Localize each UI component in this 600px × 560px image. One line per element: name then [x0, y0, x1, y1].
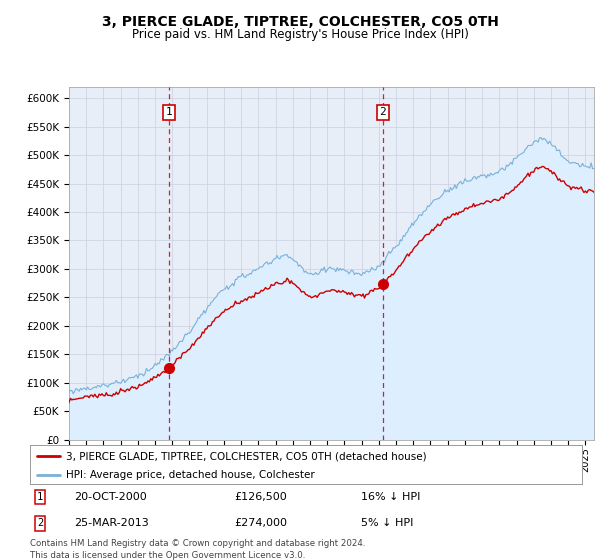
Text: £126,500: £126,500: [234, 492, 287, 502]
Text: Price paid vs. HM Land Registry's House Price Index (HPI): Price paid vs. HM Land Registry's House …: [131, 28, 469, 41]
Text: 3, PIERCE GLADE, TIPTREE, COLCHESTER, CO5 0TH: 3, PIERCE GLADE, TIPTREE, COLCHESTER, CO…: [101, 15, 499, 29]
Text: 25-MAR-2013: 25-MAR-2013: [74, 519, 149, 529]
Text: 3, PIERCE GLADE, TIPTREE, COLCHESTER, CO5 0TH (detached house): 3, PIERCE GLADE, TIPTREE, COLCHESTER, CO…: [66, 451, 427, 461]
Text: 2: 2: [379, 108, 386, 118]
Text: 20-OCT-2000: 20-OCT-2000: [74, 492, 147, 502]
Text: 16% ↓ HPI: 16% ↓ HPI: [361, 492, 421, 502]
Text: £274,000: £274,000: [234, 519, 287, 529]
Text: 2: 2: [37, 519, 43, 529]
Text: HPI: Average price, detached house, Colchester: HPI: Average price, detached house, Colc…: [66, 470, 314, 479]
Text: 1: 1: [166, 108, 172, 118]
Text: 1: 1: [37, 492, 43, 502]
Text: Contains HM Land Registry data © Crown copyright and database right 2024.
This d: Contains HM Land Registry data © Crown c…: [30, 539, 365, 559]
Text: 5% ↓ HPI: 5% ↓ HPI: [361, 519, 413, 529]
